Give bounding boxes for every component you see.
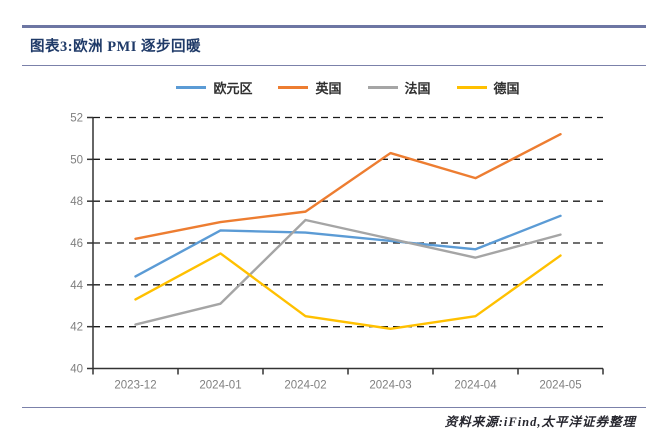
legend-item: 德国 <box>456 78 520 97</box>
y-tick-label: 44 <box>70 280 83 292</box>
y-tick-label: 52 <box>70 113 83 125</box>
figure-title: 图表3:欧洲 PMI 逐步回暖 <box>30 39 202 55</box>
top-rule <box>22 25 646 28</box>
footer-rule <box>22 407 646 408</box>
x-tick-label: 2024-04 <box>454 380 497 392</box>
x-tick-label: 2023-12 <box>114 380 156 392</box>
legend-item: 英国 <box>278 78 342 97</box>
legend-label: 德国 <box>493 80 520 96</box>
legend-swatch <box>456 85 487 89</box>
series-line-1 <box>134 133 562 241</box>
legend-swatch <box>367 85 398 89</box>
legend-swatch <box>176 85 207 89</box>
x-tick-label: 2024-02 <box>284 380 326 392</box>
legend-label: 欧元区 <box>213 80 253 96</box>
y-tick-label: 50 <box>70 154 83 166</box>
series-line-3 <box>134 252 562 330</box>
title-rule <box>22 65 646 66</box>
legend-swatch <box>278 85 309 89</box>
legend-item: 法国 <box>367 78 431 97</box>
source-note: 资料来源:iFind,太平洋证券整理 <box>444 415 636 429</box>
y-tick-label: 42 <box>70 322 83 334</box>
legend-label: 法国 <box>404 80 431 96</box>
legend-item: 欧元区 <box>176 78 252 97</box>
x-tick-label: 2024-03 <box>369 380 411 392</box>
series-line-0 <box>134 214 562 278</box>
y-tick-label: 46 <box>70 238 83 250</box>
x-tick-label: 2024-05 <box>539 380 581 392</box>
series-line-2 <box>134 218 562 326</box>
chart-legend: 欧元区 英国 法国 德国 <box>93 78 603 96</box>
x-tick-label: 2024-01 <box>199 380 241 392</box>
y-tick-label: 40 <box>70 364 83 376</box>
legend-label: 英国 <box>315 80 342 96</box>
y-tick-label: 48 <box>70 196 83 208</box>
